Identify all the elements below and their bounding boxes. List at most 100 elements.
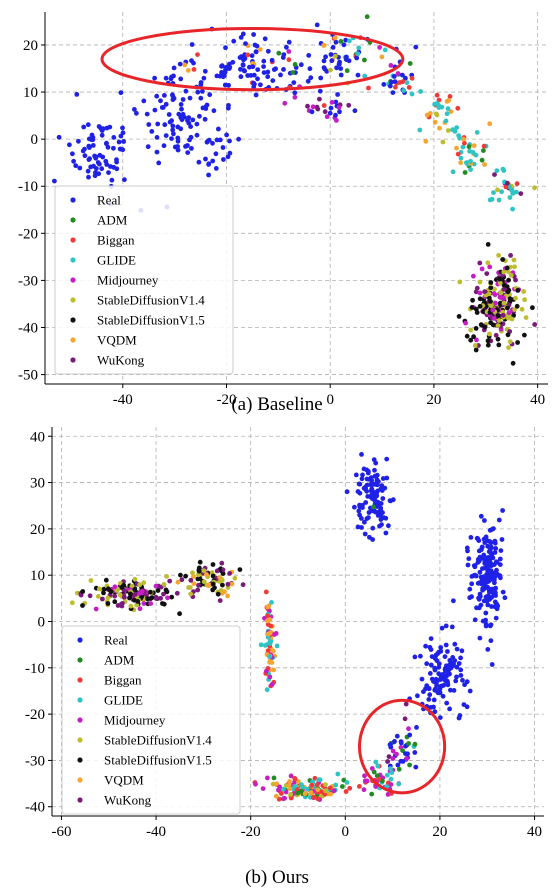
point-real bbox=[202, 116, 208, 122]
point-real bbox=[333, 99, 339, 105]
point-real bbox=[237, 55, 243, 60]
point-real bbox=[359, 516, 364, 521]
point-adm bbox=[481, 148, 486, 154]
point-midjourney bbox=[288, 773, 294, 779]
point-real bbox=[240, 62, 246, 68]
point-real bbox=[489, 604, 494, 609]
point-stablediffusionv15 bbox=[103, 577, 109, 583]
point-stablediffusionv14 bbox=[137, 582, 143, 588]
y-tick-label: -40 bbox=[18, 320, 38, 336]
point-glide bbox=[262, 643, 268, 648]
point-stablediffusionv15 bbox=[510, 360, 516, 366]
point-real bbox=[380, 496, 386, 501]
point-real bbox=[479, 555, 484, 561]
point-vqdm bbox=[487, 121, 493, 127]
point-real bbox=[324, 68, 330, 74]
point-stablediffusionv15 bbox=[495, 336, 501, 342]
point-glide bbox=[460, 144, 466, 150]
point-real bbox=[118, 146, 124, 152]
legend-marker bbox=[77, 797, 83, 803]
y-tick-label: 10 bbox=[23, 85, 38, 101]
point-stablediffusionv14 bbox=[323, 788, 329, 794]
point-real bbox=[238, 74, 244, 80]
point-real bbox=[337, 109, 342, 115]
point-wukong bbox=[115, 603, 121, 608]
point-real bbox=[352, 108, 358, 114]
point-real bbox=[432, 667, 438, 673]
point-vqdm bbox=[274, 781, 279, 787]
point-real bbox=[154, 135, 160, 140]
y-tick-label: 0 bbox=[31, 132, 39, 148]
point-stablediffusionv15 bbox=[514, 303, 520, 309]
point-adm bbox=[462, 170, 468, 175]
legend-marker bbox=[77, 677, 83, 683]
point-wukong bbox=[220, 567, 226, 573]
point-midjourney bbox=[388, 782, 394, 787]
point-real bbox=[472, 564, 478, 570]
point-wukong bbox=[403, 701, 409, 707]
point-wukong bbox=[225, 581, 231, 587]
point-real bbox=[170, 123, 176, 129]
point-stablediffusionv14 bbox=[323, 782, 328, 787]
point-real bbox=[207, 92, 213, 98]
point-real bbox=[87, 145, 92, 151]
point-real bbox=[467, 586, 473, 592]
point-real bbox=[100, 126, 106, 132]
point-real bbox=[378, 512, 383, 518]
point-biggan bbox=[292, 776, 298, 781]
point-stablediffusionv14 bbox=[187, 585, 193, 590]
x-tick-label: 40 bbox=[527, 824, 542, 840]
point-midjourney bbox=[136, 591, 142, 596]
point-real bbox=[270, 78, 276, 83]
point-real bbox=[452, 658, 458, 663]
x-tick-label: -60 bbox=[51, 824, 71, 840]
point-real bbox=[52, 178, 57, 184]
legend-marker bbox=[70, 237, 76, 243]
point-real bbox=[442, 654, 448, 659]
point-adm bbox=[479, 157, 485, 163]
point-real bbox=[225, 154, 231, 160]
point-vqdm bbox=[328, 791, 333, 797]
point-real bbox=[424, 661, 430, 667]
point-real bbox=[357, 481, 363, 487]
point-real bbox=[206, 161, 212, 167]
highlight-ellipse bbox=[358, 698, 447, 795]
point-stablediffusionv15 bbox=[80, 589, 86, 594]
point-real bbox=[152, 75, 158, 81]
point-real bbox=[451, 688, 457, 693]
point-real bbox=[201, 75, 207, 81]
point-stablediffusionv14 bbox=[513, 295, 518, 301]
point-real bbox=[489, 563, 494, 569]
point-real bbox=[80, 148, 86, 154]
point-real bbox=[317, 88, 323, 94]
point-real bbox=[236, 136, 242, 142]
point-stablediffusionv15 bbox=[210, 573, 216, 579]
legend-label: Real bbox=[97, 193, 121, 208]
point-stablediffusionv15 bbox=[177, 611, 183, 617]
point-stablediffusionv14 bbox=[328, 67, 333, 73]
point-wukong bbox=[219, 560, 225, 566]
point-midjourney bbox=[292, 94, 298, 100]
point-midjourney bbox=[253, 781, 258, 787]
legend-marker bbox=[70, 257, 76, 263]
point-real bbox=[179, 106, 184, 112]
x-tick-label: -40 bbox=[146, 824, 166, 840]
point-glide bbox=[396, 781, 402, 787]
point-stablediffusionv14 bbox=[88, 578, 94, 583]
point-real bbox=[493, 546, 499, 551]
point-real bbox=[327, 110, 333, 116]
point-stablediffusionv15 bbox=[470, 297, 475, 303]
point-real bbox=[483, 610, 489, 616]
point-vqdm bbox=[423, 138, 429, 144]
point-midjourney bbox=[269, 682, 275, 687]
legend-marker bbox=[70, 317, 76, 323]
point-wukong bbox=[120, 601, 125, 606]
point-stablediffusionv15 bbox=[210, 562, 216, 567]
point-real bbox=[120, 125, 125, 131]
y-tick-label: -20 bbox=[18, 226, 38, 242]
point-real bbox=[392, 739, 397, 744]
point-real bbox=[167, 119, 173, 125]
point-real bbox=[114, 157, 119, 163]
legend-marker bbox=[77, 697, 83, 703]
point-stablediffusionv15 bbox=[490, 322, 496, 328]
